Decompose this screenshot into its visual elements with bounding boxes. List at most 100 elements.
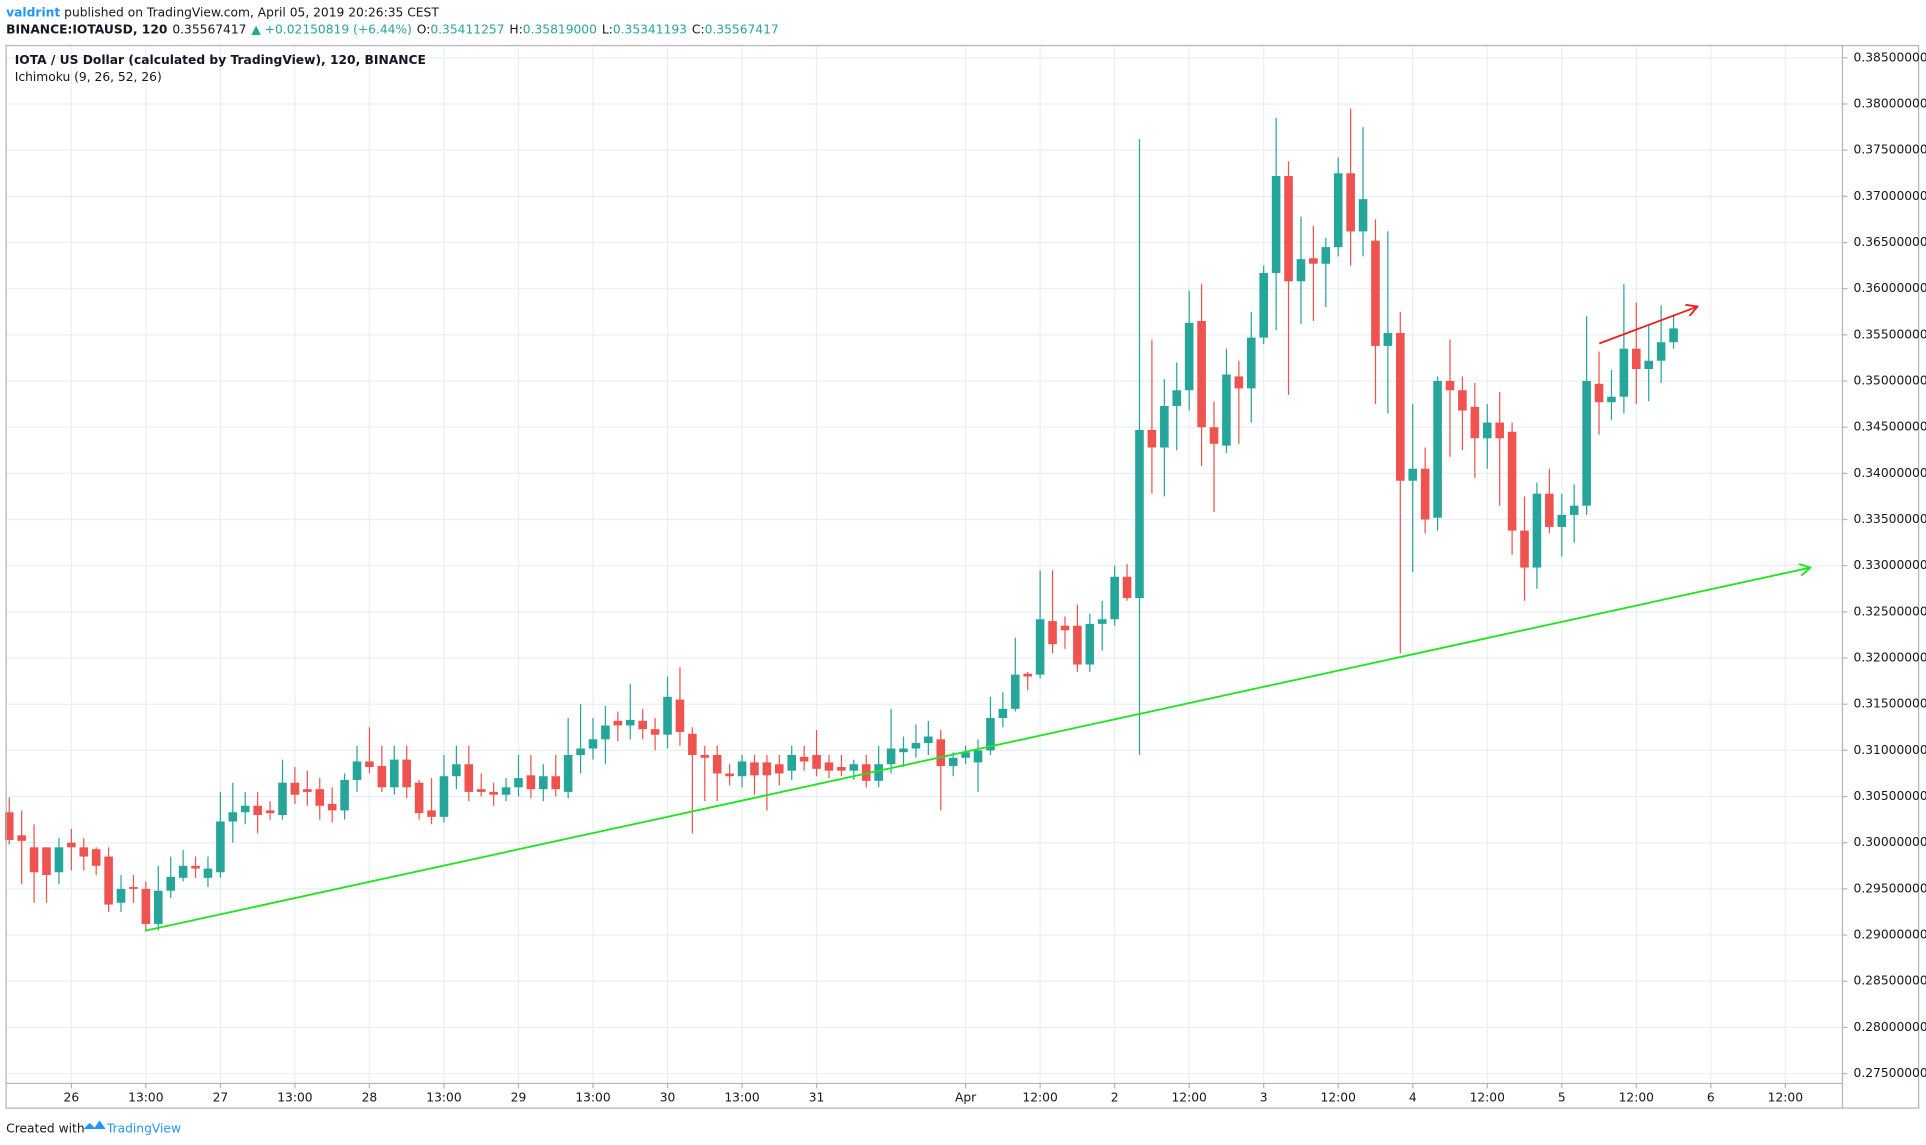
candle-body — [67, 842, 76, 848]
candle-body — [650, 729, 660, 735]
candle-body — [476, 789, 486, 792]
y-tick-label: 0.30500000 — [1854, 789, 1926, 803]
candle-body — [725, 773, 734, 777]
candle-body — [1333, 173, 1343, 248]
candle-body — [439, 776, 449, 817]
candle-body — [1184, 322, 1194, 391]
candle-body — [973, 750, 983, 763]
candle-body — [1048, 621, 1057, 645]
candle-body — [638, 720, 647, 730]
candle-body — [1656, 342, 1666, 361]
ohlc-value: 0.35411257 — [430, 22, 504, 36]
candle-body — [849, 764, 859, 771]
x-tick-label: 12:00 — [1171, 1091, 1206, 1105]
candle-body — [1160, 405, 1169, 448]
x-tick-label: 30 — [660, 1091, 676, 1105]
candle-body — [961, 752, 970, 758]
y-tick-label: 0.35000000 — [1854, 374, 1926, 388]
candle-body — [1234, 376, 1244, 389]
candle-body — [377, 766, 387, 788]
y-tick-label: 0.37500000 — [1854, 143, 1926, 157]
candle-body — [737, 761, 747, 777]
brand[interactable]: TradingView — [106, 1121, 181, 1135]
x-tick-label: 13:00 — [277, 1091, 312, 1105]
resistance-arrow — [1598, 307, 1697, 345]
symbol: BINANCE:IOTAUSD, 120 — [6, 22, 167, 36]
candle-body — [1035, 619, 1045, 675]
candle-body — [315, 789, 325, 806]
candle-body — [1197, 321, 1206, 428]
candle-body — [1110, 576, 1119, 620]
candle-body — [1545, 493, 1554, 527]
candle-body — [1023, 673, 1033, 677]
candle-body — [886, 748, 896, 765]
candle-body — [278, 782, 287, 816]
y-tick-label: 0.36500000 — [1854, 235, 1926, 249]
candle-body — [116, 888, 126, 903]
publisher[interactable]: valdrint — [6, 5, 60, 19]
candle-body — [1209, 427, 1219, 444]
x-tick-label: 12:00 — [1768, 1091, 1803, 1105]
candle-body — [29, 847, 39, 873]
x-tick-label: 3 — [1260, 1091, 1268, 1105]
candle-body — [1010, 674, 1020, 709]
candle-body — [1594, 383, 1604, 403]
candle-body — [1122, 576, 1132, 599]
candle-body — [501, 787, 511, 795]
candle-body — [303, 789, 312, 792]
candle-body — [576, 748, 585, 755]
ohlc-value: 0.35819000 — [523, 22, 597, 36]
candle-body — [216, 821, 225, 873]
candle-body — [812, 754, 821, 769]
x-tick-label: 6 — [1707, 1091, 1715, 1105]
candle-body — [588, 739, 598, 749]
x-tick-label: 12:00 — [1619, 1091, 1654, 1105]
x-tick-label: 4 — [1409, 1091, 1417, 1105]
candle-body — [1060, 625, 1070, 631]
candle-body — [1259, 272, 1268, 338]
y-tick-label: 0.37000000 — [1854, 189, 1926, 203]
candle-body — [1458, 390, 1467, 411]
candle-body — [1085, 623, 1095, 665]
candle-body — [861, 764, 871, 781]
x-tick-label: 28 — [362, 1091, 378, 1105]
candle-body — [986, 718, 995, 751]
x-tick-label: 13:00 — [128, 1091, 163, 1105]
candle-body — [1222, 374, 1231, 446]
candle-body — [452, 764, 461, 777]
candle-body — [1569, 505, 1579, 515]
y-tick-label: 0.38500000 — [1854, 50, 1926, 64]
last-price: 0.35567417 — [172, 22, 246, 36]
candle-body — [1271, 176, 1281, 273]
candle-body — [228, 812, 238, 822]
candle-body — [551, 776, 561, 790]
candle-body — [1073, 625, 1082, 665]
change: ▲ +0.02150819 (+6.44%) — [251, 22, 411, 36]
candle-body — [700, 754, 710, 758]
brand-logo — [83, 1120, 106, 1129]
candle-body — [1607, 396, 1616, 403]
candle-body — [1383, 333, 1393, 346]
y-tick-label: 0.31000000 — [1854, 743, 1926, 757]
candle-body — [799, 756, 809, 762]
x-tick-label: 13:00 — [724, 1091, 759, 1105]
ohlc-label: L: — [602, 22, 613, 36]
y-tick-label: 0.38000000 — [1854, 96, 1926, 110]
candle-body — [874, 764, 883, 781]
frame — [5, 44, 1920, 1109]
y-tick-label: 0.28500000 — [1854, 974, 1926, 988]
candle-body — [514, 778, 523, 788]
candle-body — [1470, 406, 1480, 439]
candle-body — [240, 805, 250, 813]
ohlc-value: 0.35567417 — [705, 22, 779, 36]
y-tick-label: 0.33500000 — [1854, 512, 1926, 526]
candle-body — [1507, 431, 1517, 531]
candle-body — [563, 754, 573, 792]
chart-title: IOTA / US Dollar (calculated by TradingV… — [15, 53, 426, 67]
candle-body — [750, 762, 759, 776]
candle-body — [1321, 247, 1331, 264]
candle-body — [1135, 429, 1144, 599]
candle-body — [712, 754, 722, 774]
x-tick-label: 13:00 — [426, 1091, 461, 1105]
candle-body — [1433, 381, 1442, 518]
